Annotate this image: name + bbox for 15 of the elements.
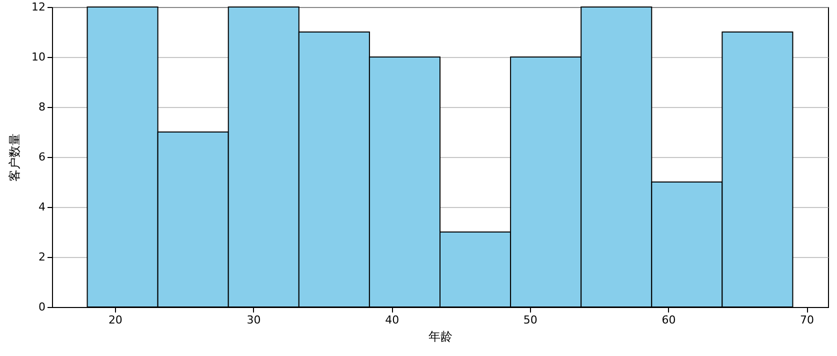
x-tick-label: 70: [800, 314, 814, 326]
y-tick-label: 0: [38, 300, 46, 314]
x-axis-title: 年龄: [428, 330, 452, 344]
y-tick-label: 2: [38, 250, 46, 264]
x-tick-label: 50: [523, 314, 538, 326]
y-tick-label: 10: [32, 50, 46, 64]
x-tick-label: 40: [385, 314, 400, 326]
x-tick-label: 20: [108, 314, 122, 326]
y-tick-label: 6: [38, 150, 46, 164]
y-axis-title: 客户数量: [8, 134, 22, 182]
x-tick-label: 30: [246, 314, 261, 326]
y-tick-label: 4: [38, 200, 46, 214]
y-tick-label: 8: [38, 100, 46, 114]
x-tick-label: 60: [662, 314, 676, 326]
y-tick-label: 12: [32, 0, 46, 14]
